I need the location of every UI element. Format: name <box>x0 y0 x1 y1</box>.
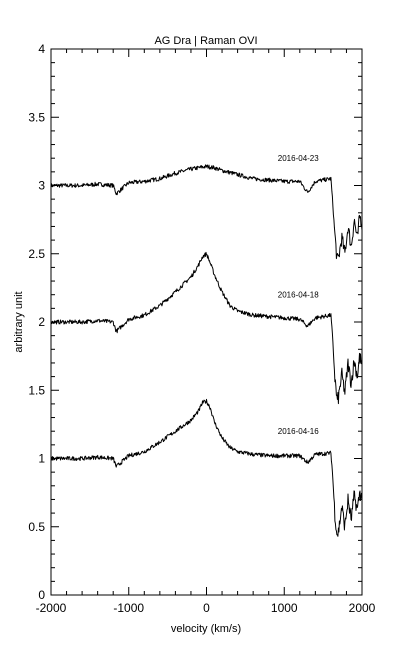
y-axis-label: arbitrary unit <box>13 291 25 352</box>
y-tick-label: 3.5 <box>28 110 45 124</box>
y-tick-label: 1.5 <box>28 383 45 397</box>
y-tick-label: 2.5 <box>28 247 45 261</box>
x-tick-label: -2000 <box>36 601 67 615</box>
spectrum-line-2016-04-16 <box>50 398 363 537</box>
x-axis: -2000 -1000 0 1000 2000 <box>36 49 376 615</box>
x-tick-label: 2000 <box>349 601 376 615</box>
x-axis-label: velocity (km/s) <box>171 623 241 635</box>
chart-title: AG Dra | Raman OVI <box>154 35 257 47</box>
series-label: 2016-04-16 <box>278 427 319 436</box>
y-tick-label: 4 <box>38 42 45 56</box>
x-tick-label: -1000 <box>113 601 144 615</box>
y-tick-label: 3 <box>38 179 45 193</box>
y-axis: 0 0.5 1 1.5 2 2.5 3 3.5 4 <box>28 42 362 602</box>
y-tick-label: 2 <box>38 315 45 329</box>
y-tick-label: 0.5 <box>28 520 45 534</box>
plot-frame <box>50 48 363 596</box>
y-tick-label: 0 <box>38 588 45 602</box>
spectrum-line-2016-04-18 <box>50 251 363 405</box>
y-tick-label: 1 <box>38 452 45 466</box>
series-label: 2016-04-18 <box>278 291 319 300</box>
series-label: 2016-04-23 <box>278 154 319 163</box>
series-label-group: 2016-04-23 2016-04-18 2016-04-16 <box>278 154 319 436</box>
spectrum-line-2016-04-23 <box>50 164 363 260</box>
x-tick-label: 0 <box>203 601 210 615</box>
series-group <box>50 164 363 537</box>
x-tick-label: 1000 <box>271 601 298 615</box>
